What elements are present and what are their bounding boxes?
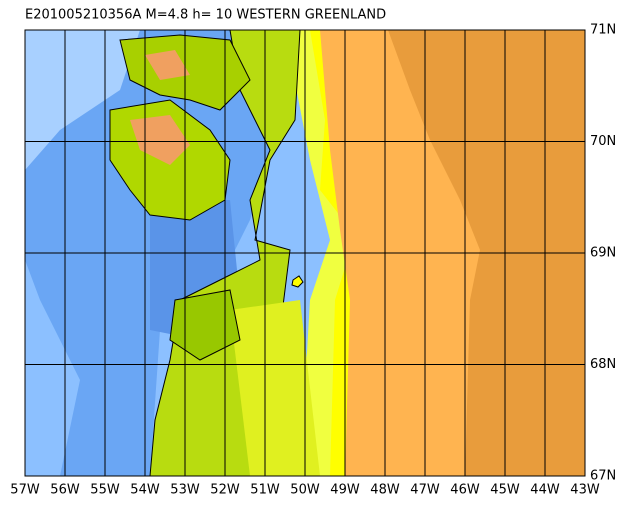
y-tick-label: 68N (590, 357, 616, 372)
x-tick-label: 57W (10, 483, 40, 498)
x-tick-label: 49W (330, 483, 360, 498)
epicenter (291, 275, 304, 288)
x-tick-label: 51W (250, 483, 280, 498)
island-north-peak (145, 50, 190, 80)
x-tick-label: 47W (410, 483, 440, 498)
x-tick-label: 55W (90, 483, 120, 498)
y-tick-label: 71N (590, 23, 616, 38)
y-tick-label: 70N (590, 134, 616, 149)
x-tick-label: 54W (130, 483, 160, 498)
ocean-shallow (25, 30, 140, 170)
x-tick-label: 50W (290, 483, 320, 498)
land-mid (230, 300, 320, 476)
x-tick-label: 45W (490, 483, 520, 498)
x-tick-label: 53W (170, 483, 200, 498)
coast-islands (169, 289, 241, 361)
map-frame (24, 29, 586, 477)
x-tick-label: 48W (370, 483, 400, 498)
x-tick-label: 44W (530, 483, 560, 498)
y-tick-label: 67N (590, 469, 616, 484)
map-title: E201005210356A M=4.8 h= 10 WESTERN GREEN… (25, 8, 386, 23)
x-tick-label: 52W (210, 483, 240, 498)
x-tick-label: 46W (450, 483, 480, 498)
y-tick-label: 69N (590, 246, 616, 261)
x-tick-label: 43W (570, 483, 600, 498)
x-tick-label: 56W (50, 483, 80, 498)
